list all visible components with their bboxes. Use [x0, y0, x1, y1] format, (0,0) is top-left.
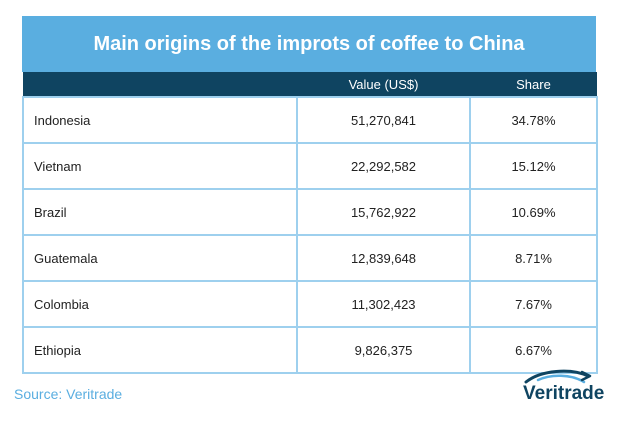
- cell-value: 9,826,375: [296, 326, 471, 374]
- globe-swoosh-icon: [524, 369, 592, 384]
- cell-country: Vietnam: [22, 142, 298, 190]
- cell-country: Colombia: [22, 280, 298, 328]
- table-row: Ethiopia 9,826,375 6.67%: [22, 326, 598, 374]
- header-row: Value (US$) Share: [23, 72, 597, 97]
- cell-value: 11,302,423: [296, 280, 471, 328]
- table-row: Colombia 11,302,423 7.67%: [22, 280, 598, 328]
- table-title: Main origins of the improts of coffee to…: [22, 16, 596, 72]
- brand-logo-text: Veritrade: [523, 383, 605, 404]
- cell-value: 12,839,648: [296, 234, 471, 282]
- source-note: Source: Veritrade: [14, 386, 123, 402]
- table-row: Guatemala 12,839,648 8.71%: [22, 234, 598, 282]
- cell-country: Guatemala: [22, 234, 298, 282]
- cell-share: 10.69%: [469, 188, 598, 236]
- data-table-container: Value (US$) Share Indonesia 51,270,841 3…: [22, 72, 598, 374]
- header-share: Share: [470, 72, 597, 97]
- cell-value: 22,292,582: [296, 142, 471, 190]
- header-value: Value (US$): [297, 72, 470, 97]
- table-row: Vietnam 22,292,582 15.12%: [22, 142, 598, 190]
- table-row: Indonesia 51,270,841 34.78%: [22, 96, 598, 144]
- cell-share: 34.78%: [469, 96, 598, 144]
- cell-country: Indonesia: [22, 96, 298, 144]
- cell-country: Brazil: [22, 188, 298, 236]
- header-country: [23, 72, 297, 97]
- cell-share: 6.67%: [469, 326, 598, 374]
- cell-share: 15.12%: [469, 142, 598, 190]
- cell-value: 51,270,841: [296, 96, 471, 144]
- cell-share: 7.67%: [469, 280, 598, 328]
- table-row: Brazil 15,762,922 10.69%: [22, 188, 598, 236]
- cell-value: 15,762,922: [296, 188, 471, 236]
- cell-share: 8.71%: [469, 234, 598, 282]
- imports-table: Value (US$) Share Indonesia 51,270,841 3…: [22, 72, 598, 374]
- cell-country: Ethiopia: [22, 326, 298, 374]
